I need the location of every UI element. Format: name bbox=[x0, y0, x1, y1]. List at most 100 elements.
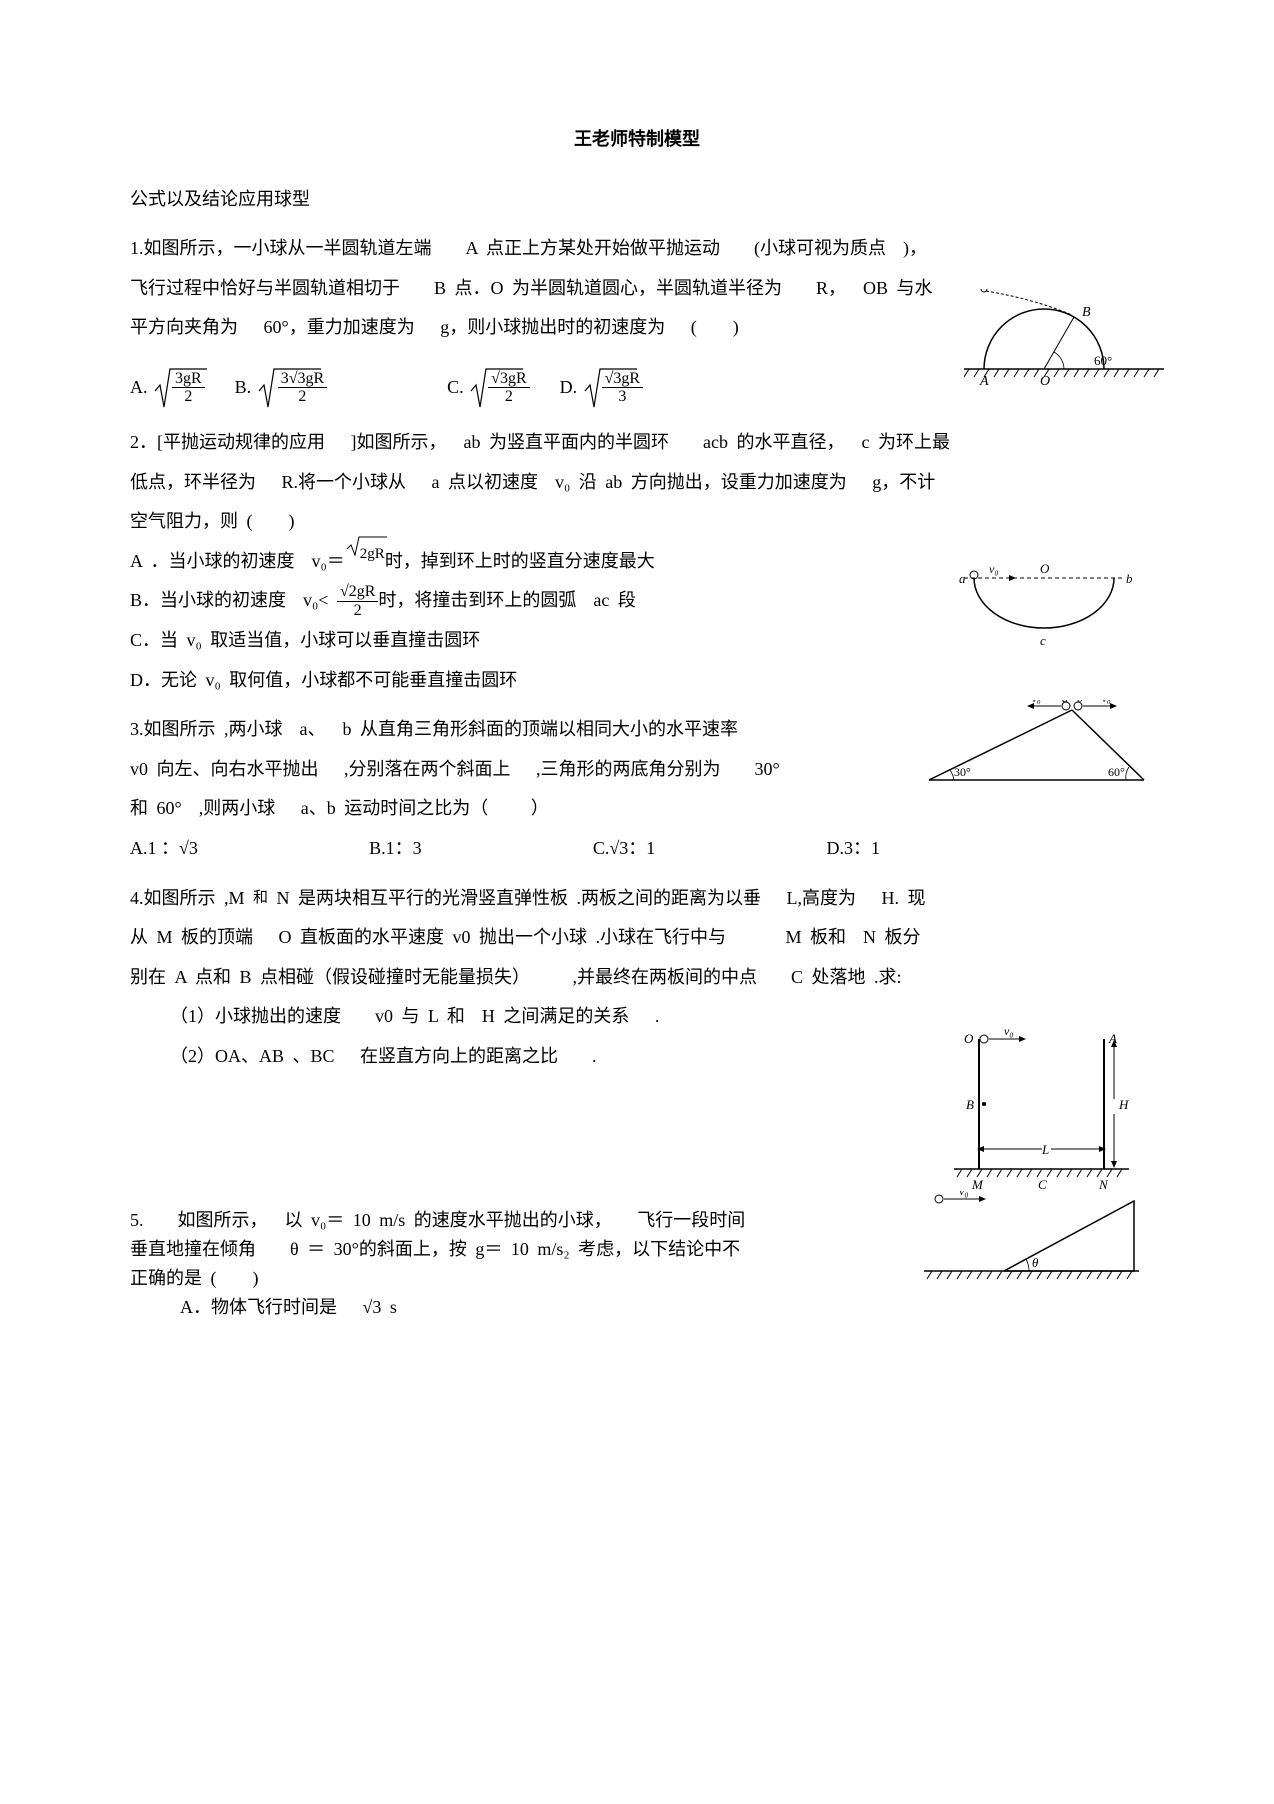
q2-optb-p4: ac 段 bbox=[593, 581, 635, 621]
q4-sub2-p3: . bbox=[592, 1046, 597, 1066]
q4-sub1-p2: v0 与 L 和 bbox=[375, 1006, 465, 1026]
q5-line1-p2: 如图所示， bbox=[178, 1210, 268, 1230]
q5-line1-p1: 5. bbox=[130, 1210, 144, 1230]
page-title: 王老师特制模型 bbox=[130, 120, 1144, 160]
svg-text:O: O bbox=[1040, 563, 1050, 576]
q4-line2-p4: N 板分 bbox=[863, 927, 921, 947]
q2-line1-p5: c 为环上最 bbox=[861, 432, 950, 452]
q1-figure: B 60° A O bbox=[964, 289, 1164, 389]
q3-line1-p1: 3.如图所示 ,两小球 bbox=[130, 719, 283, 739]
q1-line2-p3: R， bbox=[816, 278, 846, 298]
svg-text:a: a bbox=[1062, 700, 1068, 705]
q3-option-c: C.√3：1 bbox=[593, 829, 655, 869]
question-3: v₀ a b v₀ 30° 60° 3.如图所示 ,两小球 a、 b 从直角三角… bbox=[130, 710, 1144, 868]
q1-line1-p2: A 点正上方某处开始做平抛运动 bbox=[466, 238, 721, 258]
q4-line2-p1: 从 M 板的顶端 bbox=[130, 927, 253, 947]
q1-line2-p2: B 点．O 为半圆轨道圆心，半圆轨道半径为 bbox=[434, 278, 782, 298]
q4-figure: O v₀ A B H L M C N bbox=[954, 1029, 1134, 1199]
q4-line3-p1: 别在 A 点和 B 点相碰（假设碰撞时无能量损失） bbox=[130, 967, 530, 987]
q1-line2-p4: OB 与水 bbox=[863, 278, 933, 298]
svg-text:c: c bbox=[1040, 633, 1046, 648]
question-1: B 60° A O 1.如图所示，一小球从一半圆轨道左端 A 点正上方某处开始做… bbox=[130, 229, 1144, 413]
q1-line3-p2: 60°，重力加速度为 bbox=[264, 317, 415, 337]
q4-line2-p2: O 直板面的水平速度 v0 抛出一个小球 .小球在飞行中与 bbox=[279, 927, 727, 947]
q3-line2-p3: ,三角形的两底角分别为 bbox=[536, 759, 721, 779]
q1-option-b: B. 3√3gR2 bbox=[235, 363, 327, 413]
svg-text:b: b bbox=[1126, 571, 1133, 586]
q2-optb-p2: v₀< bbox=[303, 581, 328, 621]
svg-text:v₀: v₀ bbox=[1004, 1029, 1014, 1038]
q3-line3-p3: a、b 运动时间之比为（ bbox=[301, 798, 489, 818]
svg-text:C: C bbox=[1038, 1177, 1047, 1192]
q1-line3-p4: ( ) bbox=[691, 317, 739, 337]
q5-line2-p2: θ ＝ 30°的斜面上，按 g＝ 10 m/s₂ 考虑，以下结论中不 bbox=[290, 1239, 740, 1259]
q3-line3-p2: ,则两小球 bbox=[199, 798, 276, 818]
q3-line1-p2: a、 bbox=[300, 719, 326, 739]
q4-line2-p3: M 板和 bbox=[786, 927, 847, 947]
svg-text:60°: 60° bbox=[1094, 353, 1112, 368]
question-4: O v₀ A B H L M C N 4.如图所示 ,M 和 N 是两块相互平行… bbox=[130, 879, 1144, 1077]
svg-text:M: M bbox=[971, 1177, 984, 1192]
svg-text:v₀: v₀ bbox=[959, 1191, 969, 1198]
svg-text:N: N bbox=[1098, 1177, 1109, 1192]
q1-line3-p1: 平方向夹角为 bbox=[130, 317, 238, 337]
q2-opta-p3: 时，掉到环上时的竖直分速度最大 bbox=[385, 542, 655, 582]
svg-text:60°: 60° bbox=[1108, 765, 1125, 779]
q3-figure: v₀ a b v₀ 30° 60° bbox=[924, 700, 1154, 790]
q2-line1-p3: ab 为竖直平面内的半圆环 bbox=[464, 432, 670, 452]
q4-sub1-p4: . bbox=[655, 1006, 660, 1026]
q2-line2-p2: R.将一个小球从 bbox=[282, 472, 407, 492]
q3-line1-p3: b 从直角三角形斜面的顶端以相同大小的水平速率 bbox=[343, 719, 739, 739]
q3-line2-p1: v0 向左、向右水平抛出 bbox=[130, 759, 319, 779]
q3-line3-p1: 和 60° bbox=[130, 798, 182, 818]
svg-text:O: O bbox=[1040, 374, 1050, 389]
q4-line1-p4: H. 现 bbox=[882, 888, 926, 908]
q3-line2-p4: 30° bbox=[755, 759, 780, 779]
q5-line2-p1: 垂直地撞在倾角 bbox=[130, 1239, 256, 1259]
q5-opta-p2: √3 s bbox=[363, 1297, 397, 1317]
q2-figure: a v₀ O b c bbox=[954, 563, 1144, 653]
q4-line1-p2: N 是两块相互平行的光滑竖直弹性板 .两板之间的距离为以垂 bbox=[277, 888, 762, 908]
q2-line3: 空气阻力，则 ( ) bbox=[130, 502, 1144, 542]
q4-line3-p3: C 处落地 .求: bbox=[791, 967, 902, 987]
q3-line3-p4: ） bbox=[531, 798, 549, 818]
svg-text:30°: 30° bbox=[954, 765, 971, 779]
q2-optb-p3: 时，将撞击到环上的圆弧 bbox=[378, 581, 576, 621]
svg-text:v₀: v₀ bbox=[1102, 700, 1111, 705]
q4-sub2-p1: （2）OA、AB 、BC bbox=[170, 1046, 335, 1066]
q2-line1-p1: 2．[平抛运动规律的应用 bbox=[130, 432, 325, 452]
q1-line3-p3: g，则小球抛出时的初速度为 bbox=[440, 317, 665, 337]
q2-line1-p2: ]如图所示， bbox=[351, 432, 447, 452]
q2-line2-p1: 低点，环半径为 bbox=[130, 472, 256, 492]
q4-sub1-p3: H 之间满足的关系 bbox=[482, 1006, 630, 1026]
question-5: v₀ θ 5. 如图所示， 以 v₀＝ 10 m/s 的速度水平抛出的小球， 飞… bbox=[130, 1206, 1144, 1321]
q2-optd: D．无论 v₀ 取何值，小球都不可能垂直撞击圆环 bbox=[130, 661, 1144, 701]
q5-figure: v₀ θ bbox=[924, 1191, 1144, 1286]
q2-line1-p4: acb 的水平直径， bbox=[703, 432, 844, 452]
svg-text:B: B bbox=[966, 1097, 974, 1112]
q5-line1-p3: 以 v₀＝ 10 m/s 的速度水平抛出的小球， bbox=[285, 1210, 612, 1230]
q2-opta-p1: A ．当小球的初速度 bbox=[130, 542, 295, 582]
q4-line3-p2: ,并最终在两板间的中点 bbox=[573, 967, 758, 987]
svg-text:H: H bbox=[1118, 1097, 1129, 1112]
svg-text:v₀: v₀ bbox=[989, 563, 999, 576]
q2-line2-p3: a 点以初速度 bbox=[432, 472, 539, 492]
q3-option-a: A.1 ：√3 bbox=[130, 829, 198, 869]
svg-text:v₀: v₀ bbox=[1032, 700, 1041, 705]
q4-line1-and: 和 bbox=[253, 890, 268, 906]
svg-text:O: O bbox=[964, 1031, 974, 1046]
q1-option-c: C. √3gR2 bbox=[447, 363, 529, 413]
svg-text:b: b bbox=[1077, 700, 1083, 705]
question-2: a v₀ O b c 2．[平抛运动规律的应用 ]如图所示， ab 为竖直平面内… bbox=[130, 423, 1144, 700]
q4-line1-p1: 4.如图所示 ,M bbox=[130, 888, 245, 908]
q2-optb-p1: B．当小球的初速度 bbox=[130, 581, 286, 621]
svg-text:A: A bbox=[1108, 1031, 1117, 1046]
q1-line1-p4: )， bbox=[903, 238, 927, 258]
q2-opta-p2: v₀＝ bbox=[312, 542, 345, 582]
svg-text:θ: θ bbox=[1032, 1255, 1039, 1270]
q2-line2-p5: g，不计 bbox=[872, 472, 935, 492]
q4-line1-p3: L,高度为 bbox=[787, 888, 857, 908]
q4-sub2-p2: 在竖直方向上的距离之比 bbox=[360, 1046, 558, 1066]
subtitle: 公式以及结论应用球型 bbox=[130, 180, 1144, 220]
svg-text:L: L bbox=[1041, 1142, 1049, 1157]
